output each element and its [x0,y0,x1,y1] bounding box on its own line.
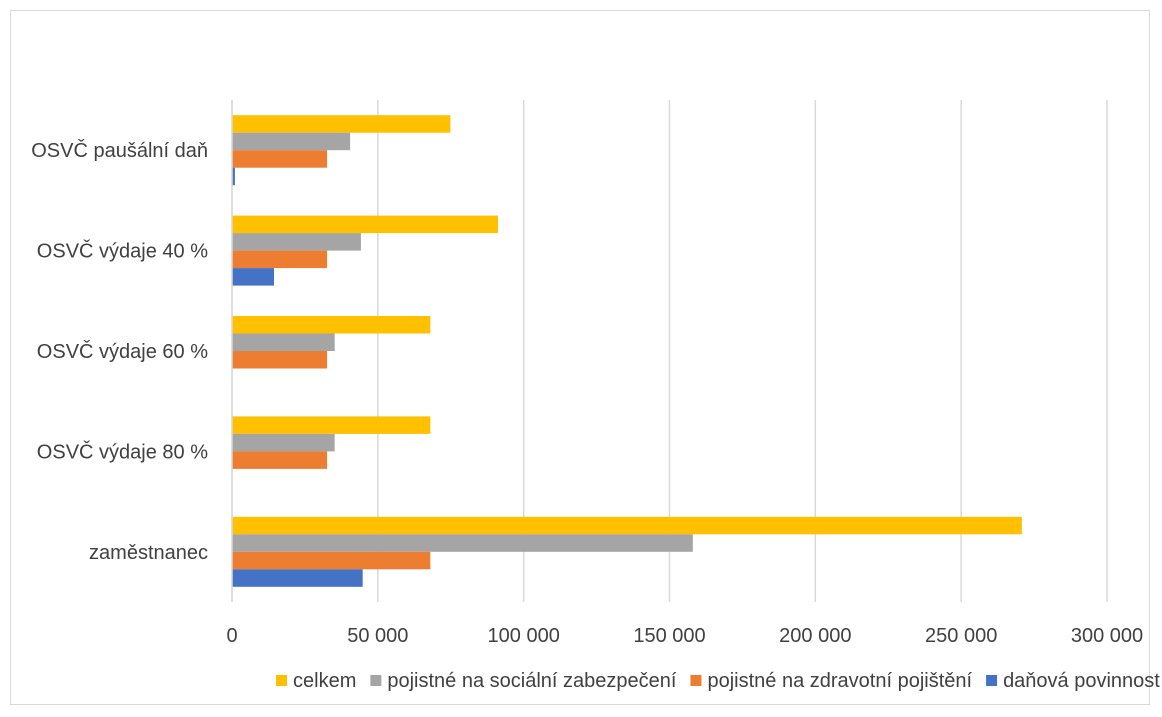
bar [232,433,335,452]
bar [232,569,363,587]
y-category-label: OSVČ výdaje 80 % [37,440,208,463]
legend-label: daňová povinnost [1003,670,1160,692]
bar [232,351,328,369]
bar [232,150,328,168]
x-tick-label: 150 000 [633,625,705,647]
x-tick-label: 300 000 [1071,625,1143,647]
bar [232,333,335,351]
legend-swatch [690,675,702,686]
y-category-label: OSVČ výdaje 40 % [37,240,208,263]
legend: celkem pojistné na sociální zabezpečení po… [276,670,1160,692]
legend-label: pojistné na sociální zabezpečení [387,670,677,692]
bar [232,551,431,570]
bar [232,416,431,434]
y-category-label: OSVČ výdaje 60 % [37,340,208,363]
bar [232,516,1022,535]
axes: 0 50 000 100 000 150 000 200 000 250 000 300 0… [31,100,1143,647]
bars [232,115,1022,587]
x-tick-label: 200 000 [779,625,851,647]
x-tick-label: 50 000 [347,625,408,647]
bar [232,268,274,286]
bar [232,250,328,269]
legend-swatch [370,675,382,686]
bar [232,132,351,151]
legend-swatch [986,675,998,686]
legend-label: pojistné na zdravotní pojištění [707,670,972,692]
legend-swatch [276,675,287,686]
legend-label: celkem [293,670,356,692]
chart-area [10,10,1150,705]
bar [232,215,498,234]
bar [232,534,693,552]
bar [232,451,328,469]
x-tick-label: 250 000 [925,625,997,647]
y-category-label: OSVČ paušální daň [31,139,208,162]
bar [232,233,361,251]
x-tick-label: 100 000 [488,625,560,647]
bar [232,115,451,133]
y-category-label: zaměstnanec [89,542,208,564]
bar [232,167,235,186]
bar [232,316,431,334]
x-tick-label: 0 [226,625,237,647]
